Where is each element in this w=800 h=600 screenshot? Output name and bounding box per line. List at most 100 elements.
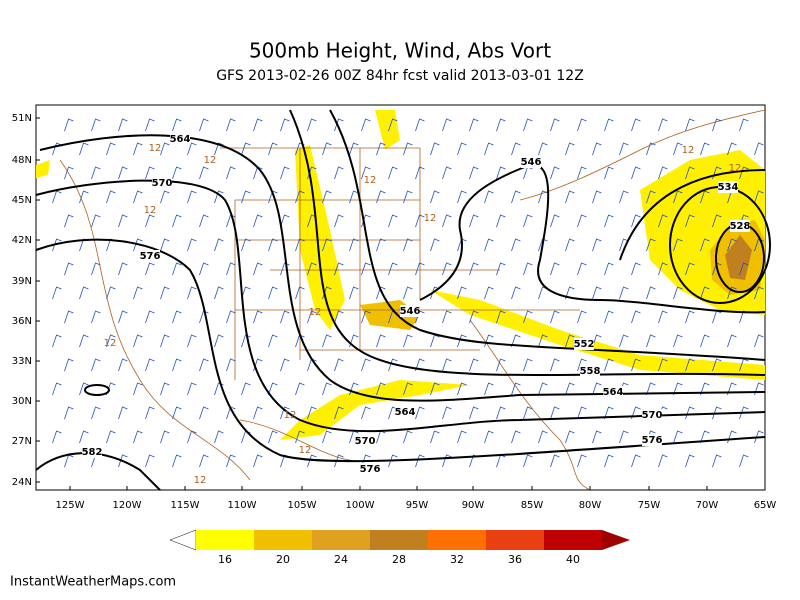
wind-barb — [658, 358, 668, 372]
wind-barb — [700, 142, 710, 156]
wind-barb — [550, 166, 560, 180]
height-contours — [35, 109, 771, 491]
wind-barb — [241, 142, 251, 156]
wind-barb — [604, 214, 614, 228]
wind-barb — [565, 238, 575, 252]
lon-label: 65W — [754, 500, 777, 511]
wind-barb — [619, 286, 629, 300]
wind-barb — [133, 142, 143, 156]
lat-label: 24N — [12, 477, 32, 488]
wind-barb — [226, 358, 236, 372]
wind-barb — [631, 358, 641, 372]
wind-barb — [172, 406, 182, 420]
contour — [619, 169, 766, 261]
wind-barb — [550, 214, 560, 228]
wind-barb — [403, 238, 413, 252]
vorticity-shading — [36, 110, 765, 440]
wind-barb — [376, 382, 386, 396]
contour-label: 546 — [521, 157, 542, 168]
wind-barb — [538, 382, 548, 396]
wind-barb — [145, 262, 155, 276]
lat-label: 45N — [12, 195, 32, 206]
wind-barb — [523, 214, 533, 228]
wind-barb — [334, 214, 344, 228]
wind-barb — [295, 286, 305, 300]
wind-barb — [160, 334, 170, 348]
wind-barb — [388, 358, 398, 372]
wind-barb — [496, 166, 506, 180]
contour-label-bg — [355, 435, 375, 447]
wind-barb — [334, 454, 344, 468]
wind-barb — [685, 262, 695, 276]
wind-barb — [91, 214, 101, 228]
wind-barb — [658, 166, 668, 180]
wind-barb — [430, 190, 440, 204]
wind-barb — [118, 118, 128, 132]
wind-barb — [145, 118, 155, 132]
wind-barb — [172, 358, 182, 372]
wind-barb — [133, 382, 143, 396]
wind-barb — [361, 118, 371, 132]
wind-barb — [700, 286, 710, 300]
lon-label: 90W — [462, 500, 485, 511]
colorbar-segment — [428, 530, 486, 550]
wind-barb — [523, 262, 533, 276]
wind-barb — [280, 166, 290, 180]
wind-barb — [592, 286, 602, 300]
contour-label-bg — [140, 250, 160, 262]
wind-barb — [199, 358, 209, 372]
wind-barb — [253, 454, 263, 468]
wind-barb — [118, 262, 128, 276]
wind-barb — [685, 118, 695, 132]
wind-barb — [268, 382, 278, 396]
wind-barb — [214, 430, 224, 444]
wind-barb — [91, 358, 101, 372]
wind-barb — [307, 406, 317, 420]
wind-barb — [334, 406, 344, 420]
wind-barb — [511, 382, 521, 396]
wind-barb — [160, 430, 170, 444]
wind-barb — [604, 262, 614, 276]
wind-barb — [133, 430, 143, 444]
lon-label: 105W — [288, 500, 317, 511]
contour-label: 576 — [140, 251, 161, 262]
vorticity-label: 12 — [204, 155, 217, 166]
wind-barb — [685, 454, 695, 468]
wind-barbs — [52, 118, 764, 468]
wind-barb — [523, 358, 533, 372]
wind-barb — [307, 166, 317, 180]
wind-barb — [403, 382, 413, 396]
vorticity-label: 12 — [299, 445, 312, 456]
wind-barb — [577, 166, 587, 180]
wind-barb — [496, 406, 506, 420]
wind-barb — [619, 190, 629, 204]
wind-barb — [322, 238, 332, 252]
vorticity-label: 12 — [194, 475, 207, 486]
wind-barb — [199, 166, 209, 180]
wind-barb — [199, 454, 209, 468]
wind-barb — [619, 142, 629, 156]
wind-barb — [631, 454, 641, 468]
wind-barb — [754, 382, 764, 396]
contour — [35, 179, 766, 433]
wind-barb — [268, 286, 278, 300]
wind-barb — [388, 454, 398, 468]
wind-barb — [118, 310, 128, 324]
wind-barb — [361, 406, 371, 420]
wind-barb — [631, 262, 641, 276]
wind-barb — [496, 358, 506, 372]
wind-barb — [631, 406, 641, 420]
vort-area — [295, 145, 345, 330]
wind-barb — [199, 214, 209, 228]
wind-barb — [739, 118, 749, 132]
wind-barb — [268, 142, 278, 156]
wind-barb — [199, 406, 209, 420]
wind-barb — [550, 406, 560, 420]
title: 500mb Height, Wind, Abs Vort — [249, 39, 551, 63]
wind-barb — [631, 166, 641, 180]
wind-barb — [322, 334, 332, 348]
wind-barb — [754, 238, 764, 252]
colorbar-label: 20 — [276, 553, 290, 566]
contour-label-bg — [360, 463, 380, 475]
wind-barb — [322, 190, 332, 204]
